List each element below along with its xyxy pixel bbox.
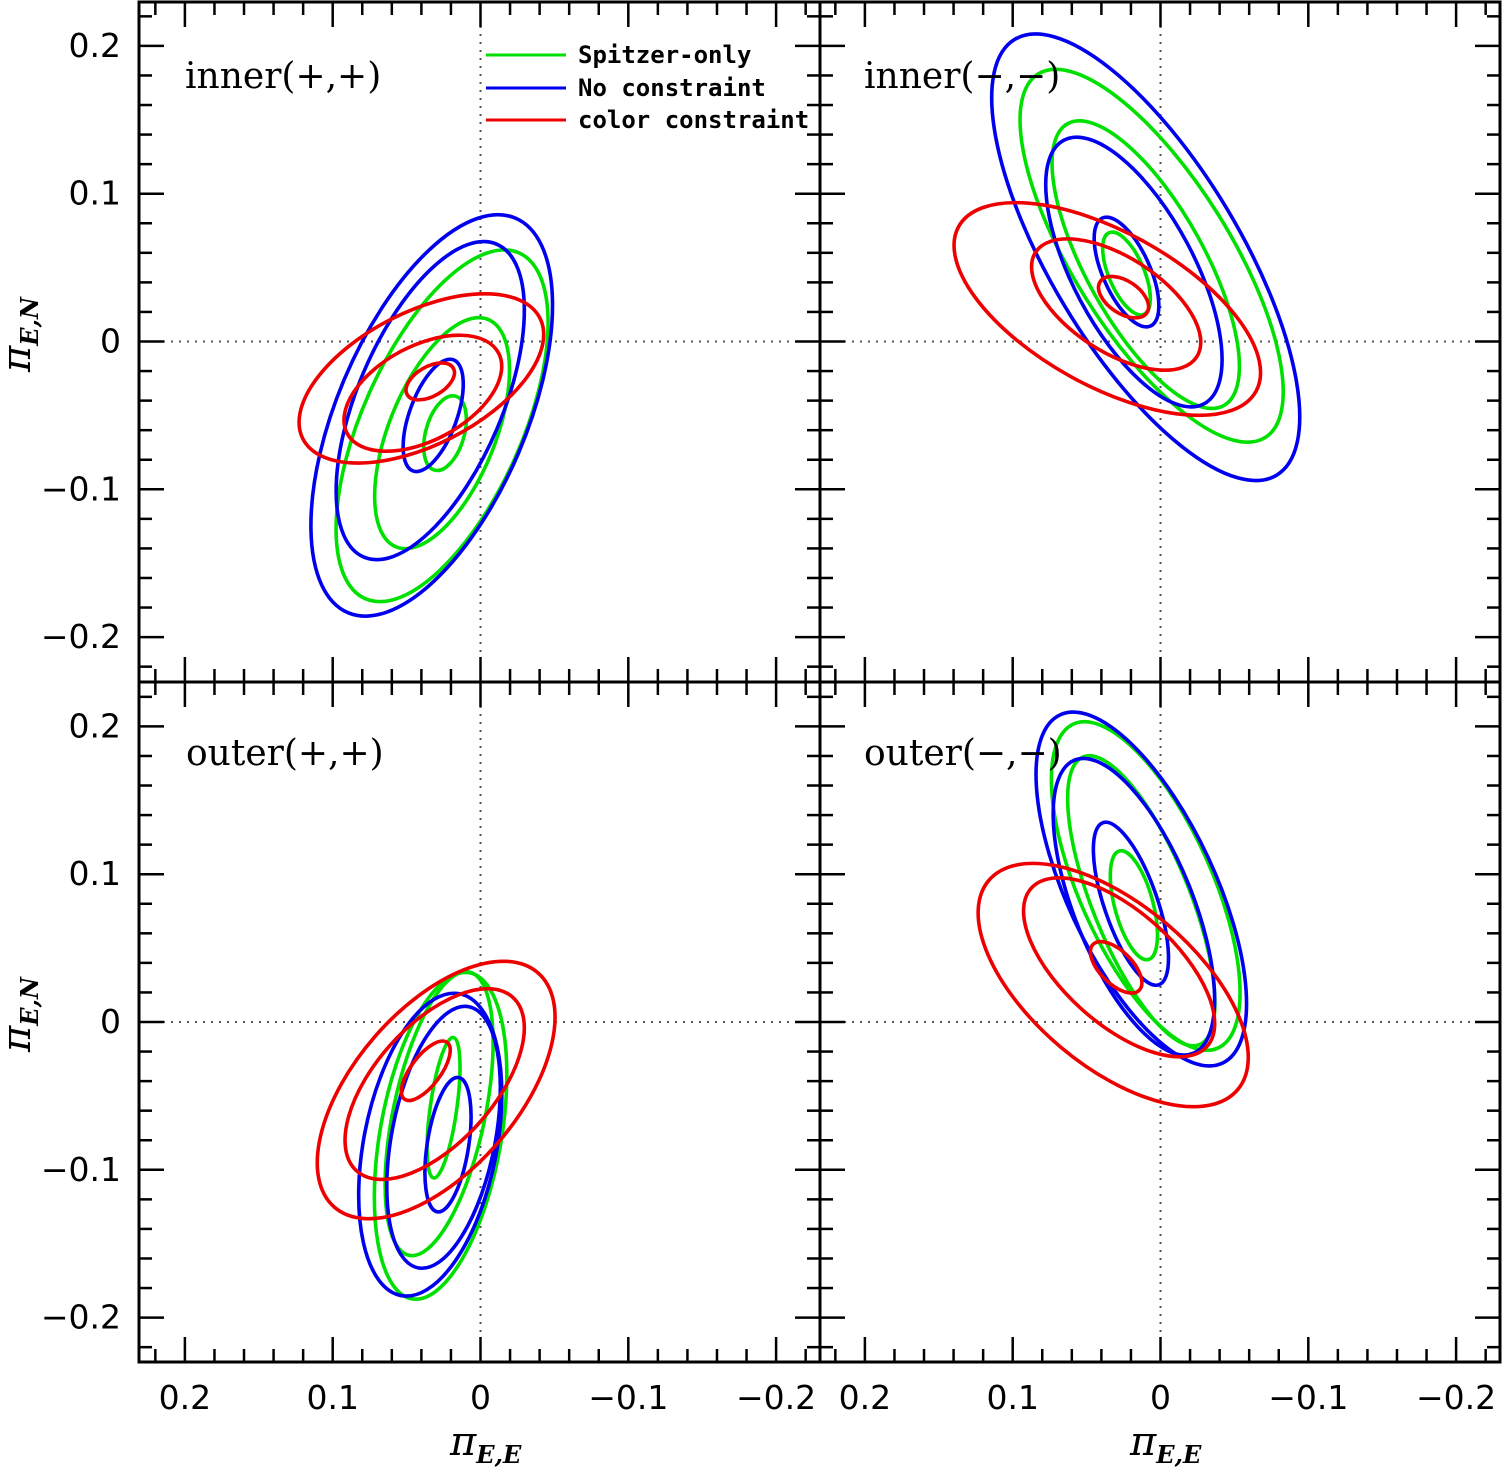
contour-spitzer-only-3	[372, 970, 509, 1301]
contours	[952, 32, 1302, 483]
y-tick-label: 0.1	[69, 174, 121, 213]
panel-frame	[818, 680, 1502, 1364]
panel-label-inner-mm: inner(−,−)	[864, 56, 1060, 97]
contour-spitzer-only-3	[334, 248, 550, 604]
contour-color-constraint-3	[315, 959, 557, 1221]
panel-1: 0.2 0.1 0 −0.1 −0.2	[41, 0, 822, 684]
contour-no-constraint-3	[309, 212, 555, 618]
x-tick-label: 0.1	[986, 1378, 1038, 1417]
contour-color-constraint-2	[343, 986, 527, 1182]
contour-spitzer-only-2	[372, 315, 512, 551]
contour-spitzer-only-2	[383, 969, 495, 1258]
x-tick-label: 0	[1150, 1378, 1171, 1417]
y-tick-label: −0.2	[41, 1298, 121, 1337]
legend-label-no-constraint: No constraint	[578, 74, 766, 102]
contour-spitzer-only-3	[1049, 719, 1242, 1053]
contour-no-constraint-1	[401, 357, 466, 474]
y-tick-label: −0.1	[41, 469, 121, 508]
contour-no-constraint-2	[1043, 135, 1224, 409]
x-tick-label: −0.2	[1416, 1378, 1496, 1417]
x-tick-label: −0.1	[1268, 1378, 1348, 1417]
y-tick-label: 0.2	[69, 26, 121, 65]
contour-spitzer-only-2	[1050, 119, 1242, 411]
y-tick-label: −0.2	[41, 617, 121, 656]
contour-spitzer-only-3	[1018, 67, 1286, 445]
x-axis-title-left: πE,E	[449, 1419, 522, 1469]
contour-no-constraint-3	[989, 32, 1302, 483]
x-tick-label: −0.2	[736, 1378, 816, 1417]
x-tick-label: 0	[470, 1378, 491, 1417]
contour-color-constraint-2	[342, 333, 504, 454]
panel-3: 0.2 0.1 0 −0.1 −0.2 0.2 0.1 0 −0.1 −0.2	[41, 680, 822, 1417]
panel-label-inner-pp: inner(+,+)	[185, 56, 381, 97]
contour-color-constraint-1	[404, 361, 457, 402]
contour-color-constraint-2	[1021, 876, 1217, 1059]
x-tick-label: 0.1	[306, 1378, 358, 1417]
y-tick-label: 0	[100, 322, 121, 361]
contour-spitzer-only-1	[421, 394, 469, 473]
contour-no-constraint-3	[1034, 710, 1249, 1068]
y-tick-label: 0.2	[69, 706, 121, 745]
contours	[297, 212, 555, 618]
x-tick-label: 0.2	[839, 1378, 891, 1417]
panel-2	[818, 0, 1502, 684]
contour-color-constraint-1	[1088, 939, 1144, 995]
panel-4: 0.2 0.1 0 −0.1 −0.2	[818, 680, 1502, 1417]
contours	[315, 959, 557, 1301]
contour-color-constraint-1	[1096, 274, 1151, 320]
contour-no-constraint-2	[334, 239, 527, 562]
contours	[976, 710, 1251, 1109]
panel-label-outer-pp: outer(+,+)	[186, 733, 384, 774]
contour-no-constraint-1	[1092, 215, 1161, 329]
x-tick-label: 0.2	[159, 1378, 211, 1417]
contour-color-constraint-3	[297, 292, 546, 465]
y-tick-label: 0	[100, 1002, 121, 1041]
y-tick-label: 0.1	[69, 854, 121, 893]
contour-no-constraint-1	[1091, 820, 1171, 988]
panels-layer: 0.2 0.1 0 −0.1 −0.2 0.2 0.1 0 −0.1 −0.2 0.2 0.1 0 −0.…	[41, 0, 1502, 1417]
y-axis-title-top: πE,N	[0, 296, 44, 373]
y-tick-label: −0.1	[41, 1150, 121, 1189]
panel-label-outer-mm: outer(−,−)	[864, 733, 1062, 774]
contour-spitzer-only-1	[1108, 848, 1160, 962]
x-tick-label: −0.1	[588, 1378, 668, 1417]
contour-spitzer-only-1	[425, 1035, 462, 1180]
legend: Spitzer-only No constraint color constra…	[486, 41, 809, 134]
contour-color-constraint-3	[976, 861, 1251, 1109]
contour-color-constraint-1	[399, 1039, 453, 1103]
contour-color-constraint-2	[1029, 237, 1203, 373]
contour-no-constraint-1	[423, 1075, 473, 1214]
legend-label-color-constraint: color constraint	[578, 106, 809, 134]
legend-label-spitzer-only: Spitzer-only	[578, 41, 751, 69]
x-axis-title-right: πE,E	[1129, 1419, 1202, 1469]
contour-color-constraint-3	[952, 200, 1263, 418]
y-axis-title-bottom: πE,N	[0, 976, 44, 1053]
